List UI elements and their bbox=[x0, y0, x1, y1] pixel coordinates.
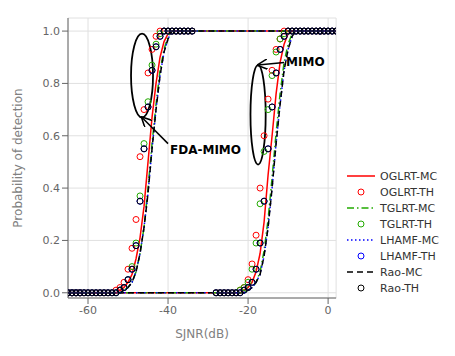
svg-text:0.4: 0.4 bbox=[43, 182, 61, 195]
svg-text:-60: -60 bbox=[79, 304, 97, 317]
svg-text:1.0: 1.0 bbox=[43, 25, 61, 38]
html-text:TGLRT-MC: TGLRT-MC bbox=[380, 201, 436, 215]
svg-text:SJNR(dB): SJNR(dB) bbox=[175, 327, 229, 341]
html-text:Rao-MC: Rao-MC bbox=[380, 265, 423, 279]
svg-text:Probability of detection: Probability of detection bbox=[11, 88, 25, 227]
html-text:LHAMF-TH: LHAMF-TH bbox=[380, 249, 436, 263]
html-text:TGLRT-TH: TGLRT-TH bbox=[380, 217, 432, 231]
svg-text:MIMO: MIMO bbox=[286, 55, 325, 69]
html-text:OGLRT-TH: OGLRT-TH bbox=[380, 185, 434, 199]
svg-text:0.8: 0.8 bbox=[43, 77, 61, 90]
svg-text:FDA-MIMO: FDA-MIMO bbox=[170, 143, 241, 157]
svg-text:0: 0 bbox=[325, 304, 332, 317]
svg-text:0.6: 0.6 bbox=[43, 130, 61, 143]
html-text:Rao-TH: Rao-TH bbox=[380, 281, 420, 295]
svg-text:0.0: 0.0 bbox=[43, 287, 61, 300]
html-text:OGLRT-MC: OGLRT-MC bbox=[380, 169, 438, 183]
svg-text:0.2: 0.2 bbox=[43, 234, 61, 247]
svg-text:-20: -20 bbox=[239, 304, 257, 317]
svg-text:-40: -40 bbox=[159, 304, 177, 317]
html-text:LHAMF-MC: LHAMF-MC bbox=[380, 233, 439, 247]
